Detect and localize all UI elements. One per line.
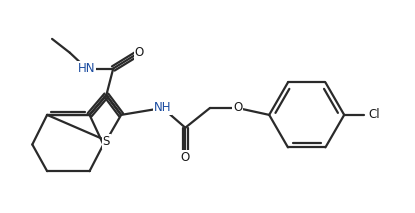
Text: Cl: Cl xyxy=(368,108,380,121)
Text: NH: NH xyxy=(154,101,171,114)
Text: O: O xyxy=(134,46,144,59)
Text: O: O xyxy=(233,101,242,114)
Text: HN: HN xyxy=(78,62,95,75)
Text: S: S xyxy=(103,135,110,148)
Text: O: O xyxy=(181,151,190,164)
